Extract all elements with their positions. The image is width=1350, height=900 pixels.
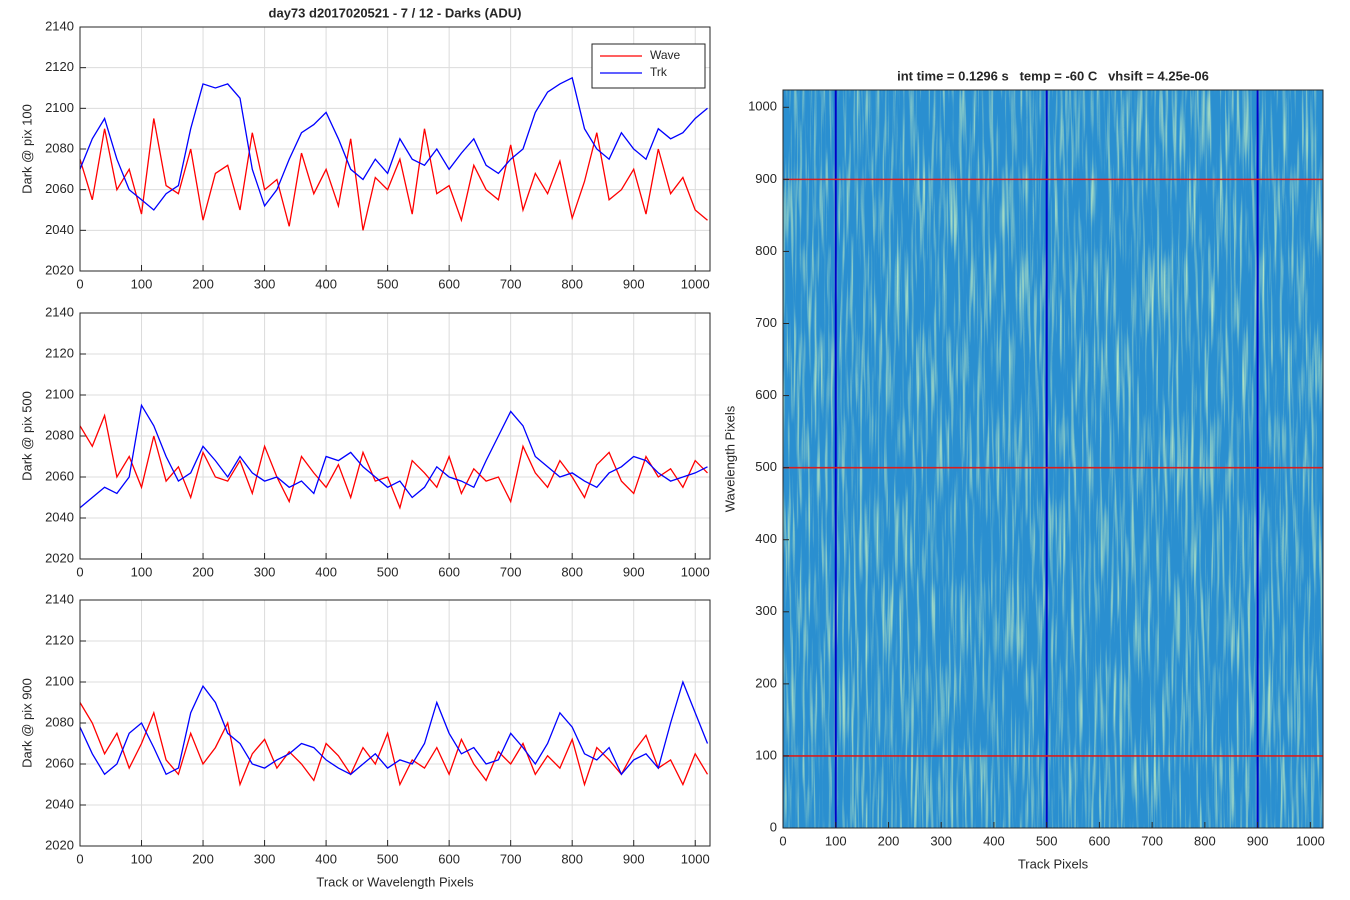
chart-title: day73 d2017020521 - 7 / 12 - Darks (ADU) [269,5,522,20]
x-tick-label: 1000 [681,276,710,291]
x-tick-label: 800 [561,276,583,291]
image-texture [783,90,1323,828]
y-tick-label: 800 [755,243,777,258]
x-tick-label: 600 [438,564,460,579]
x-tick-label: 100 [131,276,153,291]
x-tick-label: 300 [254,276,276,291]
y-tick-label: 2020 [45,550,74,565]
data-line [79,403,708,509]
data-line [79,702,709,787]
x-axis-label: Track or Wavelength Pixels [316,874,474,889]
y-tick-label: 2020 [45,262,74,277]
x-tick-label: 200 [192,851,214,866]
x-tick-label: 900 [1247,833,1269,848]
x-tick-label: 400 [315,276,337,291]
y-axis-label: Wavelength Pixels [722,405,737,512]
x-tick-label: 1000 [681,564,710,579]
x-tick-label: 700 [500,564,522,579]
x-tick-label: 0 [76,564,83,579]
y-tick-label: 2140 [45,304,74,319]
x-tick-label: 900 [623,276,645,291]
x-tick-label: 1000 [681,851,710,866]
axes-box [79,599,711,847]
data-line [79,76,708,211]
y-tick-label: 2120 [45,632,74,647]
y-tick-label: 700 [755,315,777,330]
x-tick-label: 0 [76,276,83,291]
x-tick-label: 200 [878,833,900,848]
y-tick-label: 2140 [45,591,74,606]
y-tick-label: 2120 [45,345,74,360]
legend-box [591,43,706,89]
x-tick-label: 500 [1036,833,1058,848]
y-axis-label: Dark @ pix 900 [19,678,34,768]
y-tick-label: 2100 [45,673,74,688]
y-tick-label: 1000 [748,99,777,114]
x-tick-label: 600 [438,276,460,291]
x-tick-label: 300 [254,564,276,579]
y-tick-label: 2080 [45,140,74,155]
x-tick-label: 0 [779,833,786,848]
y-tick-label: 200 [755,675,777,690]
y-tick-label: 900 [755,171,777,186]
y-tick-label: 2040 [45,509,74,524]
x-tick-label: 0 [76,851,83,866]
y-tick-label: 2020 [45,837,74,852]
y-tick-label: 300 [755,603,777,618]
y-tick-label: 400 [755,531,777,546]
y-tick-label: 2060 [45,468,74,483]
x-tick-label: 700 [500,851,522,866]
legend-label: Trk [650,65,668,79]
legend-label: Wave [650,48,681,62]
y-tick-label: 2080 [45,427,74,442]
x-tick-label: 800 [1194,833,1216,848]
y-tick-label: 0 [770,819,777,834]
data-line [79,680,709,776]
y-tick-label: 100 [755,747,777,762]
y-tick-label: 2080 [45,714,74,729]
x-tick-label: 500 [377,276,399,291]
x-tick-label: 100 [825,833,847,848]
data-line [79,118,708,231]
y-axis-label: Dark @ pix 100 [19,104,34,194]
axes-box [782,89,1324,829]
x-tick-label: 100 [131,564,153,579]
y-tick-label: 2140 [45,18,74,33]
x-tick-label: 700 [500,276,522,291]
y-tick-label: 2040 [45,796,74,811]
x-tick-label: 300 [930,833,952,848]
x-tick-label: 400 [315,851,337,866]
x-tick-label: 600 [438,851,460,866]
y-axis-label: Dark @ pix 500 [19,391,34,481]
x-tick-label: 900 [623,564,645,579]
x-tick-label: 800 [561,851,583,866]
axes-box [79,26,711,272]
y-tick-label: 2040 [45,222,74,237]
x-tick-label: 100 [131,851,153,866]
x-tick-label: 900 [623,851,645,866]
data-line [79,413,708,510]
chart-title: int time = 0.1296 s temp = -60 C vhsift … [897,68,1209,83]
y-tick-label: 2120 [45,59,74,74]
x-axis-label: Track Pixels [1018,856,1089,871]
y-tick-label: 2100 [45,386,74,401]
y-tick-label: 600 [755,387,777,402]
y-tick-label: 2060 [45,755,74,770]
x-tick-label: 500 [377,564,399,579]
y-tick-label: 2100 [45,100,74,115]
x-tick-label: 800 [561,564,583,579]
x-tick-label: 200 [192,276,214,291]
x-tick-label: 600 [1089,833,1111,848]
x-tick-label: 200 [192,564,214,579]
x-tick-label: 700 [1141,833,1163,848]
axes-box [79,312,711,560]
x-tick-label: 400 [315,564,337,579]
x-tick-label: 300 [254,851,276,866]
y-tick-label: 2060 [45,181,74,196]
y-tick-label: 500 [755,459,777,474]
x-tick-label: 400 [983,833,1005,848]
x-tick-label: 1000 [1296,833,1325,848]
x-tick-label: 500 [377,851,399,866]
